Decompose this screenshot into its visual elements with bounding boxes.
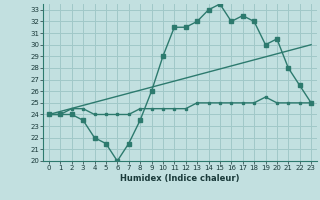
X-axis label: Humidex (Indice chaleur): Humidex (Indice chaleur) [120, 174, 240, 183]
